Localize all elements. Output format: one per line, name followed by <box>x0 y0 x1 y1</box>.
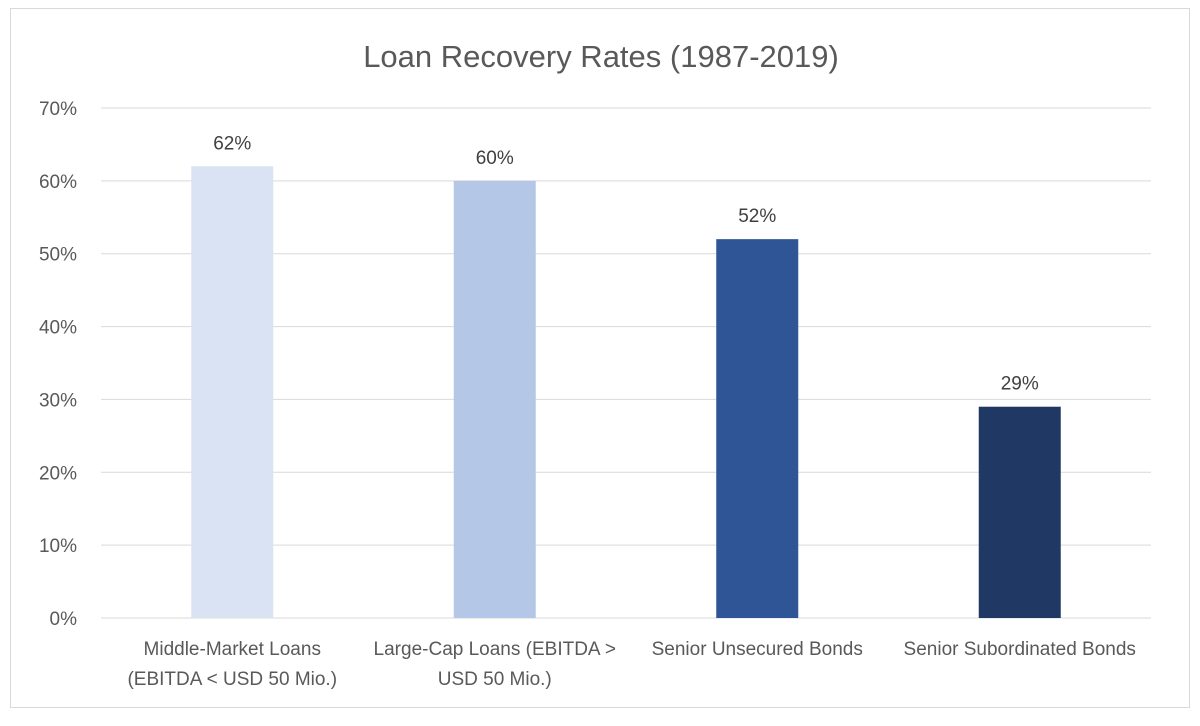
y-tick-label: 20% <box>39 463 77 484</box>
y-tick-label: 50% <box>39 245 77 266</box>
y-tick-label: 0% <box>50 609 78 630</box>
y-tick-label: 10% <box>39 536 77 557</box>
bar <box>978 406 1061 618</box>
data-labels: 62% 60% 52% 29% <box>213 133 1039 394</box>
bar <box>453 180 536 618</box>
category-label: Senior Subordinated Bonds <box>904 639 1136 660</box>
y-axis-ticks: 0% 10% 20% 30% 40% 50% 60% 70% <box>39 99 77 630</box>
data-label: 60% <box>476 148 514 169</box>
gridlines <box>101 107 1151 619</box>
category-label: (EBITDA < USD 50 Mio.) <box>127 669 337 690</box>
y-tick-label: 70% <box>39 99 77 120</box>
category-label: USD 50 Mio.) <box>438 669 552 690</box>
data-label: 62% <box>213 133 251 154</box>
bar <box>191 166 274 619</box>
bar <box>716 239 799 618</box>
y-tick-label: 40% <box>39 318 77 339</box>
y-tick-label: 30% <box>39 390 77 411</box>
chart-title: Loan Recovery Rates (1987-2019) <box>363 39 839 74</box>
category-label: Middle-Market Loans <box>144 639 321 660</box>
chart-frame: Loan Recovery Rates (1987-2019) 0% 10% 20%… <box>10 8 1190 708</box>
category-label: Senior Unsecured Bonds <box>652 639 863 660</box>
data-label: 29% <box>1001 374 1039 395</box>
x-axis-categories: Middle-Market Loans (EBITDA < USD 50 Mio.… <box>127 639 1135 690</box>
category-label: Large-Cap Loans (EBITDA > <box>374 639 616 660</box>
data-label: 52% <box>738 206 776 227</box>
bars <box>191 166 1061 619</box>
bar-chart: Loan Recovery Rates (1987-2019) 0% 10% 20%… <box>39 39 1151 690</box>
y-tick-label: 60% <box>39 172 77 193</box>
